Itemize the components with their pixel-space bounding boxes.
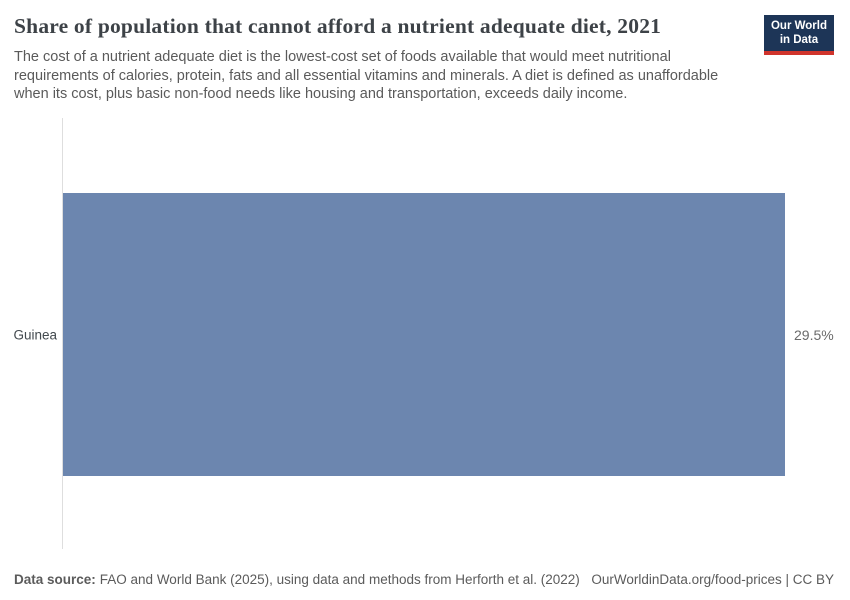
owid-url-link[interactable]: OurWorldinData.org/food-prices <box>591 572 782 587</box>
attribution-note: OurWorldinData.org/food-prices | CC BY <box>591 572 834 587</box>
subtitle-line: The cost of a nutrient adequate diet is … <box>14 49 671 65</box>
license-label: CC BY <box>792 572 834 587</box>
bar-guinea[interactable] <box>63 193 785 476</box>
chart-title: Share of population that cannot afford a… <box>14 14 662 38</box>
y-axis-line <box>62 118 63 549</box>
owid-logo-text: in Data <box>779 33 819 46</box>
value-label-guinea: 29.5% <box>794 326 834 343</box>
data-source-note: Data source: FAO and World Bank (2025), u… <box>14 572 580 587</box>
chart-footer: Data source: FAO and World Bank (2025), u… <box>14 572 834 587</box>
subtitle-line: when its cost, plus basic non-food needs… <box>14 86 628 102</box>
chart-subtitle: The cost of a nutrient adequate diet is … <box>14 48 836 104</box>
owid-logo[interactable]: Our World in Data <box>763 15 834 55</box>
attribution-separator: | <box>781 572 793 587</box>
plot-area: 29.5% <box>63 193 834 476</box>
data-source-text: FAO and World Bank (2025), using data an… <box>99 572 580 587</box>
entity-label-guinea: Guinea <box>13 327 57 343</box>
data-source-label: Data source: <box>14 572 96 587</box>
chart-header: Share of population that cannot afford a… <box>14 14 836 104</box>
subtitle-line: requirements of calories, protein, fats … <box>14 67 719 84</box>
owid-logo-text: Our World <box>770 20 827 32</box>
